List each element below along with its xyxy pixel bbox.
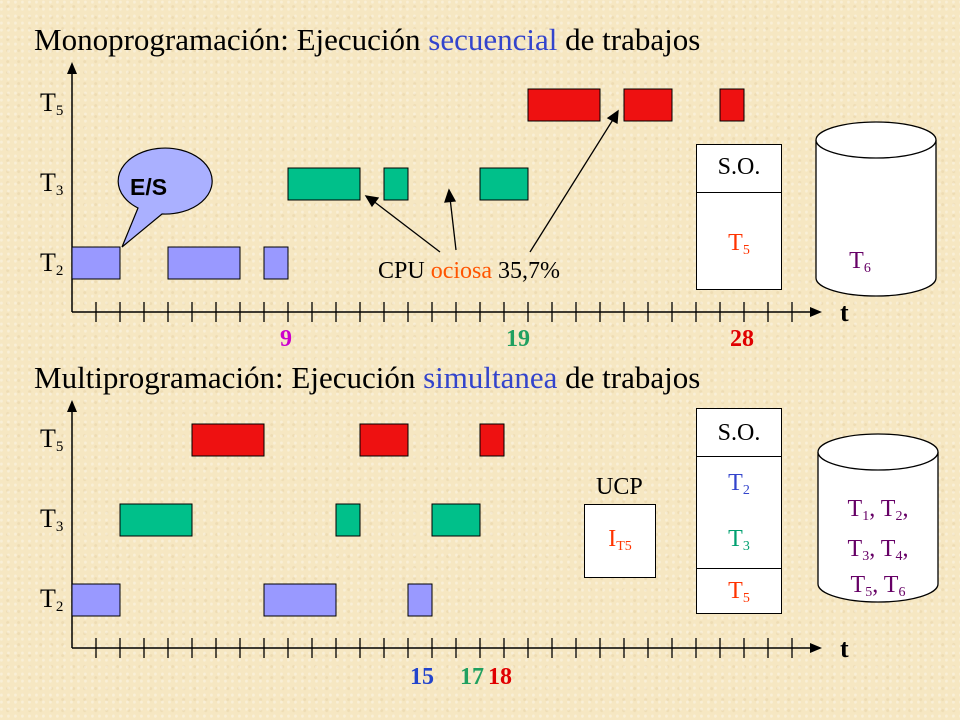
bottom-bar-t3-2 xyxy=(335,503,361,537)
idle-arrows xyxy=(364,109,619,253)
top-x-arrow xyxy=(810,307,822,317)
bottom-row-label-t2: T2 xyxy=(40,584,64,615)
top-title: Monoprogramación: Ejecución secuencial d… xyxy=(34,22,701,57)
bottom-ticks xyxy=(95,638,793,658)
es-callout xyxy=(117,147,213,248)
bottom-memory-os: S.O. xyxy=(717,420,761,446)
bottom-y-arrow xyxy=(67,400,77,412)
top-bar-t5-2 xyxy=(623,88,673,122)
cpu-label: UCP xyxy=(596,474,643,500)
top-disk xyxy=(815,121,937,297)
bottom-bar-t5-2 xyxy=(359,423,409,457)
bottom-memory-job-t2: T2 xyxy=(728,470,750,498)
bottom-disk-line-2: T3, T4, xyxy=(847,536,909,564)
bottom-bar-t2-1 xyxy=(71,583,121,617)
top-row-label-t5: T5 xyxy=(40,88,64,119)
top-bar-t2-2 xyxy=(167,246,241,280)
top-row-label-t3: T3 xyxy=(40,168,64,199)
bottom-bar-t2-3 xyxy=(407,583,433,617)
top-bar-t3-2 xyxy=(383,167,409,201)
bottom-mark-15: 15 xyxy=(410,664,434,690)
top-bar-t2-3 xyxy=(263,246,289,280)
cpu-box xyxy=(584,504,656,578)
bottom-row-label-t5: T5 xyxy=(40,424,64,455)
bottom-bar-t5-1 xyxy=(191,423,265,457)
bottom-disk-line-1: T1, T2, xyxy=(847,496,909,524)
top-mark-28: 28 xyxy=(730,326,754,352)
top-memory-os: S.O. xyxy=(717,154,761,180)
top-memory-job: T5 xyxy=(728,230,750,258)
bottom-bar-t2-2 xyxy=(263,583,337,617)
bottom-bar-t3-3 xyxy=(431,503,481,537)
top-ticks xyxy=(95,302,793,322)
top-mark-19: 19 xyxy=(506,326,530,352)
top-mark-9: 9 xyxy=(280,326,292,352)
top-disk-label: T6 xyxy=(849,248,871,276)
top-bar-t3-1 xyxy=(287,167,361,201)
cpu-idle-label: CPU ociosa 35,7% xyxy=(378,258,560,284)
top-bar-t3-3 xyxy=(479,167,529,201)
bottom-x-arrow xyxy=(810,643,822,653)
bottom-bar-t3-1 xyxy=(119,503,193,537)
top-bar-t2-1 xyxy=(71,246,121,280)
top-y-arrow xyxy=(67,62,77,74)
bottom-memory-job-t5: T5 xyxy=(728,578,750,606)
top-memory-box xyxy=(696,144,782,290)
bottom-memory-divider-2 xyxy=(696,568,782,569)
bottom-row-label-t3: T3 xyxy=(40,504,64,535)
bottom-memory-job-t3: T3 xyxy=(728,526,750,554)
bottom-disk-line-3: T5, T6 xyxy=(850,572,906,600)
bottom-memory-divider-1 xyxy=(696,456,782,457)
cpu-value: IT5 xyxy=(608,526,632,554)
bottom-title: Multiprogramación: Ejecución simultanea … xyxy=(34,360,701,395)
top-row-label-t2: T2 xyxy=(40,248,64,279)
bottom-mark-17: 17 xyxy=(460,664,484,690)
bottom-axis-t: t xyxy=(840,634,849,663)
top-bar-t5-1 xyxy=(527,88,601,122)
es-callout-label: E/S xyxy=(130,174,168,200)
bottom-memory-box xyxy=(696,408,782,614)
top-memory-divider xyxy=(696,192,782,193)
top-axis-t: t xyxy=(840,298,849,327)
top-bar-t5-3 xyxy=(719,88,745,122)
bottom-disk xyxy=(817,433,939,603)
bottom-mark-18: 18 xyxy=(488,664,512,690)
bottom-bar-t5-3 xyxy=(479,423,505,457)
